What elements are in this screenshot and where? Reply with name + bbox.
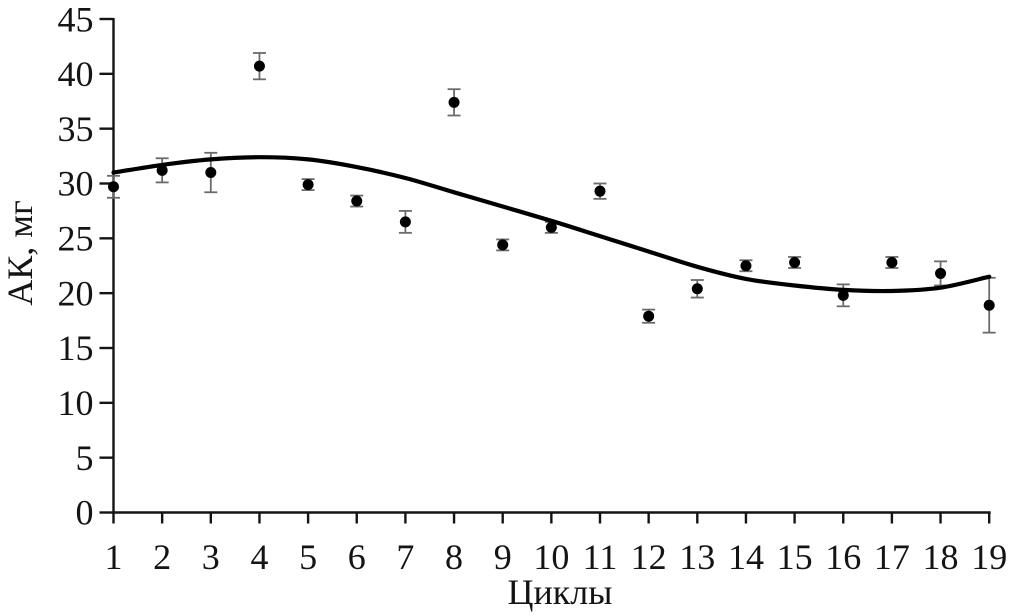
data-points	[108, 60, 995, 322]
data-point-marker	[740, 260, 752, 272]
data-point-marker	[497, 239, 509, 251]
y-tick-label: 35	[58, 109, 94, 149]
data-point-marker	[935, 267, 947, 279]
x-axis-ticks: 1 2 3 4 5 6 7 8 9 10 11 12 13 14 15 16 17 18 19	[105, 512, 1007, 577]
y-tick-label: 15	[58, 328, 94, 368]
y-tick-label: 45	[58, 0, 94, 39]
x-tick-label: 17	[874, 537, 910, 577]
x-tick-label: 11	[583, 537, 618, 577]
x-tick-label: 18	[923, 537, 959, 577]
data-point-marker	[643, 310, 655, 322]
x-tick-label: 2	[153, 537, 171, 577]
x-tick-label: 12	[631, 537, 667, 577]
data-point-marker	[789, 256, 801, 268]
x-tick-label: 6	[348, 537, 366, 577]
data-point-marker	[545, 221, 557, 233]
data-point-marker	[156, 164, 168, 176]
y-tick-label: 30	[58, 164, 94, 204]
data-point-marker	[448, 96, 460, 108]
y-tick-label: 0	[76, 493, 94, 533]
x-tick-label: 14	[728, 537, 764, 577]
x-axis-title: Циклы	[508, 572, 613, 612]
data-point-marker	[108, 181, 119, 193]
x-tick-label: 4	[250, 537, 268, 577]
data-point-marker	[253, 60, 265, 72]
data-point-marker	[351, 195, 363, 207]
y-axis-title: АК, мг	[0, 200, 40, 306]
y-tick-label: 40	[58, 54, 94, 94]
x-tick-label: 3	[202, 537, 220, 577]
data-point-marker	[837, 289, 849, 301]
x-tick-label: 16	[825, 537, 861, 577]
y-axis-ticks: 0 5 10 15 20 25 30 35 40 45	[58, 0, 114, 533]
x-tick-label: 5	[299, 537, 317, 577]
x-tick-label: 1	[105, 537, 123, 577]
x-tick-label: 15	[777, 537, 813, 577]
x-tick-label: 13	[679, 537, 715, 577]
y-tick-label: 10	[58, 383, 94, 423]
data-point-marker	[594, 185, 606, 197]
x-tick-label: 7	[396, 537, 414, 577]
y-tick-label: 20	[58, 273, 94, 313]
y-tick-label: 25	[58, 219, 94, 259]
y-tick-label: 5	[76, 438, 94, 478]
x-tick-label: 10	[533, 537, 569, 577]
data-point-marker	[886, 256, 898, 268]
x-tick-label: 8	[445, 537, 463, 577]
data-point-marker	[691, 283, 703, 295]
x-tick-label: 19	[971, 537, 1007, 577]
data-point-marker	[302, 179, 314, 191]
data-point-marker	[399, 216, 411, 228]
x-tick-label: 9	[494, 537, 512, 577]
data-point-marker	[205, 167, 217, 179]
data-point-marker	[983, 299, 995, 311]
